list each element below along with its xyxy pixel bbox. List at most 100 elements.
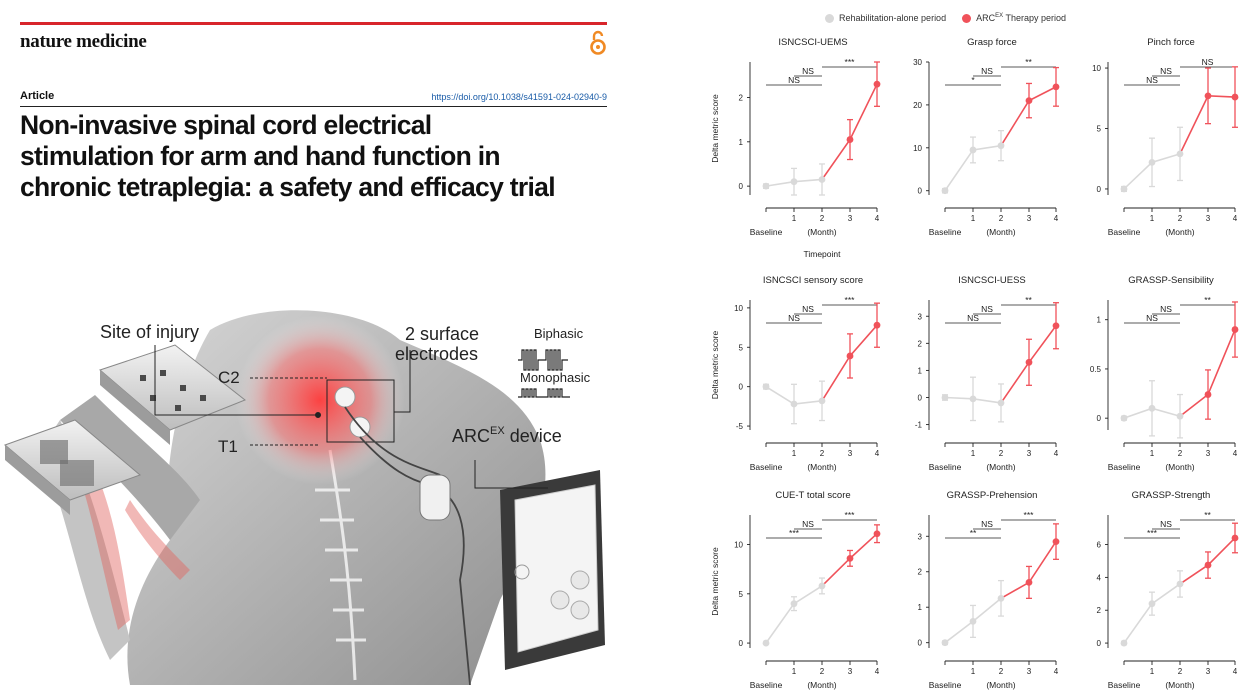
series-line-rehab [1123, 583, 1181, 644]
y-tick-label: 6 [1097, 541, 1102, 550]
x-baseline-label: Baseline [1108, 462, 1141, 472]
chart-title: CUE-T total score [775, 490, 850, 501]
data-point [1231, 93, 1239, 101]
series-line-arc [1179, 329, 1236, 417]
x-month-label: (Month) [986, 462, 1015, 472]
data-point [969, 618, 977, 625]
electrode-callout-box [326, 379, 395, 443]
significance-label: NS [788, 75, 800, 85]
y-tick-label: 5 [739, 590, 744, 599]
x-tick-label: 2 [1178, 449, 1183, 458]
significance-label: NS [802, 519, 814, 529]
monophasic-label: Monophasic [520, 370, 591, 385]
y-tick-label: 3 [918, 532, 923, 541]
x-tick-label: 4 [1233, 449, 1238, 458]
data-point [790, 600, 798, 608]
y-tick-label: 4 [1097, 573, 1102, 582]
y-tick-label: 3 [918, 312, 923, 321]
journal-header: nature medicine [20, 22, 607, 55]
x-tick-label: 3 [1027, 214, 1032, 223]
electrodes-label-1: 2 surface [405, 324, 479, 344]
data-point [846, 554, 854, 562]
t1-label: T1 [218, 437, 238, 456]
significance-label: NS [1146, 313, 1158, 323]
data-point [1120, 185, 1128, 193]
significance-label: NS [981, 304, 993, 314]
data-point [1025, 97, 1033, 105]
significance-label: NS [981, 519, 993, 529]
chart-title: ISNCSCI-UESS [958, 275, 1026, 286]
x-baseline-label: Baseline [929, 680, 962, 690]
data-point [1204, 561, 1212, 569]
significance-label: *** [845, 57, 856, 67]
x-baseline-label: Baseline [929, 462, 962, 472]
significance-label: *** [845, 295, 856, 305]
series-line-rehab [1123, 407, 1181, 419]
data-point [997, 142, 1005, 150]
significance-label: NS [1160, 519, 1172, 529]
x-month-label: (Month) [807, 462, 836, 472]
data-point [941, 639, 949, 647]
y-tick-label: 20 [913, 101, 922, 110]
y-tick-label: 0 [918, 639, 923, 648]
significance-label: NS [788, 313, 800, 323]
x-tick-label: 2 [820, 214, 825, 223]
significance-label: *** [845, 510, 856, 520]
x-baseline-label: Baseline [750, 680, 783, 690]
title-line: chronic tetraplegia: a safety and effica… [20, 172, 556, 202]
x-tick-label: 2 [999, 449, 1004, 458]
data-point [818, 176, 826, 183]
significance-label: *** [1147, 528, 1158, 538]
y-tick-label: 10 [734, 304, 743, 313]
significance-label: NS [1160, 304, 1172, 314]
y-tick-label: 0 [1097, 414, 1102, 423]
data-point [1176, 150, 1184, 158]
data-point [1204, 391, 1212, 398]
y-tick-label: 0 [739, 182, 744, 191]
data-point [997, 399, 1005, 407]
series-line-rehab [944, 396, 1002, 404]
data-point [1148, 158, 1156, 166]
legend-dot-arc [962, 13, 972, 23]
doi-link[interactable]: https://doi.org/10.1038/s41591-024-02940… [431, 92, 607, 102]
x-tick-label: 2 [820, 667, 825, 676]
y-tick-label: -5 [736, 422, 744, 431]
series-line-rehab [765, 385, 823, 405]
y-tick-label: 10 [913, 144, 922, 153]
x-tick-label: 1 [792, 449, 797, 458]
significance-label: ** [1204, 510, 1211, 520]
x-tick-label: 3 [848, 667, 853, 676]
device-illustration: Site of injury 2 surface electrodes C2 T… [4, 310, 605, 685]
x-tick-label: 4 [875, 449, 880, 458]
x-tick-label: 4 [1233, 667, 1238, 676]
series-line-arc [821, 83, 878, 180]
open-access-icon [590, 30, 606, 55]
series-line-rehab [944, 144, 1002, 192]
y-tick-label: 0 [918, 187, 923, 196]
x-tick-label: 3 [1206, 449, 1211, 458]
y-tick-label: 0 [739, 383, 744, 392]
significance-label: *** [789, 528, 800, 538]
y-tick-label: 1 [739, 138, 744, 147]
x-tick-label: 1 [1150, 214, 1155, 223]
paper-title: Non-invasive spinal cord electrical stim… [20, 110, 620, 203]
y-tick-label: 2 [918, 339, 923, 348]
y-tick-label: 0 [1097, 185, 1102, 194]
data-point [969, 146, 977, 154]
y-tick-label: 10 [1092, 64, 1101, 73]
y-tick-label: 0 [918, 394, 923, 403]
data-point [1120, 639, 1128, 647]
x-tick-label: 4 [1233, 214, 1238, 223]
series-line-arc [1000, 86, 1057, 147]
x-tick-label: 1 [971, 214, 976, 223]
peg-board-2 [4, 419, 141, 515]
peg-board-1 [99, 344, 246, 445]
chart-title: ISNCSCI-UEMS [778, 37, 847, 48]
y-tick-label: 0 [1097, 639, 1102, 648]
y-tick-label: 2 [739, 93, 744, 102]
device-label: ARCEX device [452, 425, 562, 446]
data-point [846, 352, 854, 360]
y-axis-label: Delta metric score [710, 94, 720, 163]
x-baseline-label: Baseline [1108, 680, 1141, 690]
x-tick-label: 4 [1054, 449, 1059, 458]
